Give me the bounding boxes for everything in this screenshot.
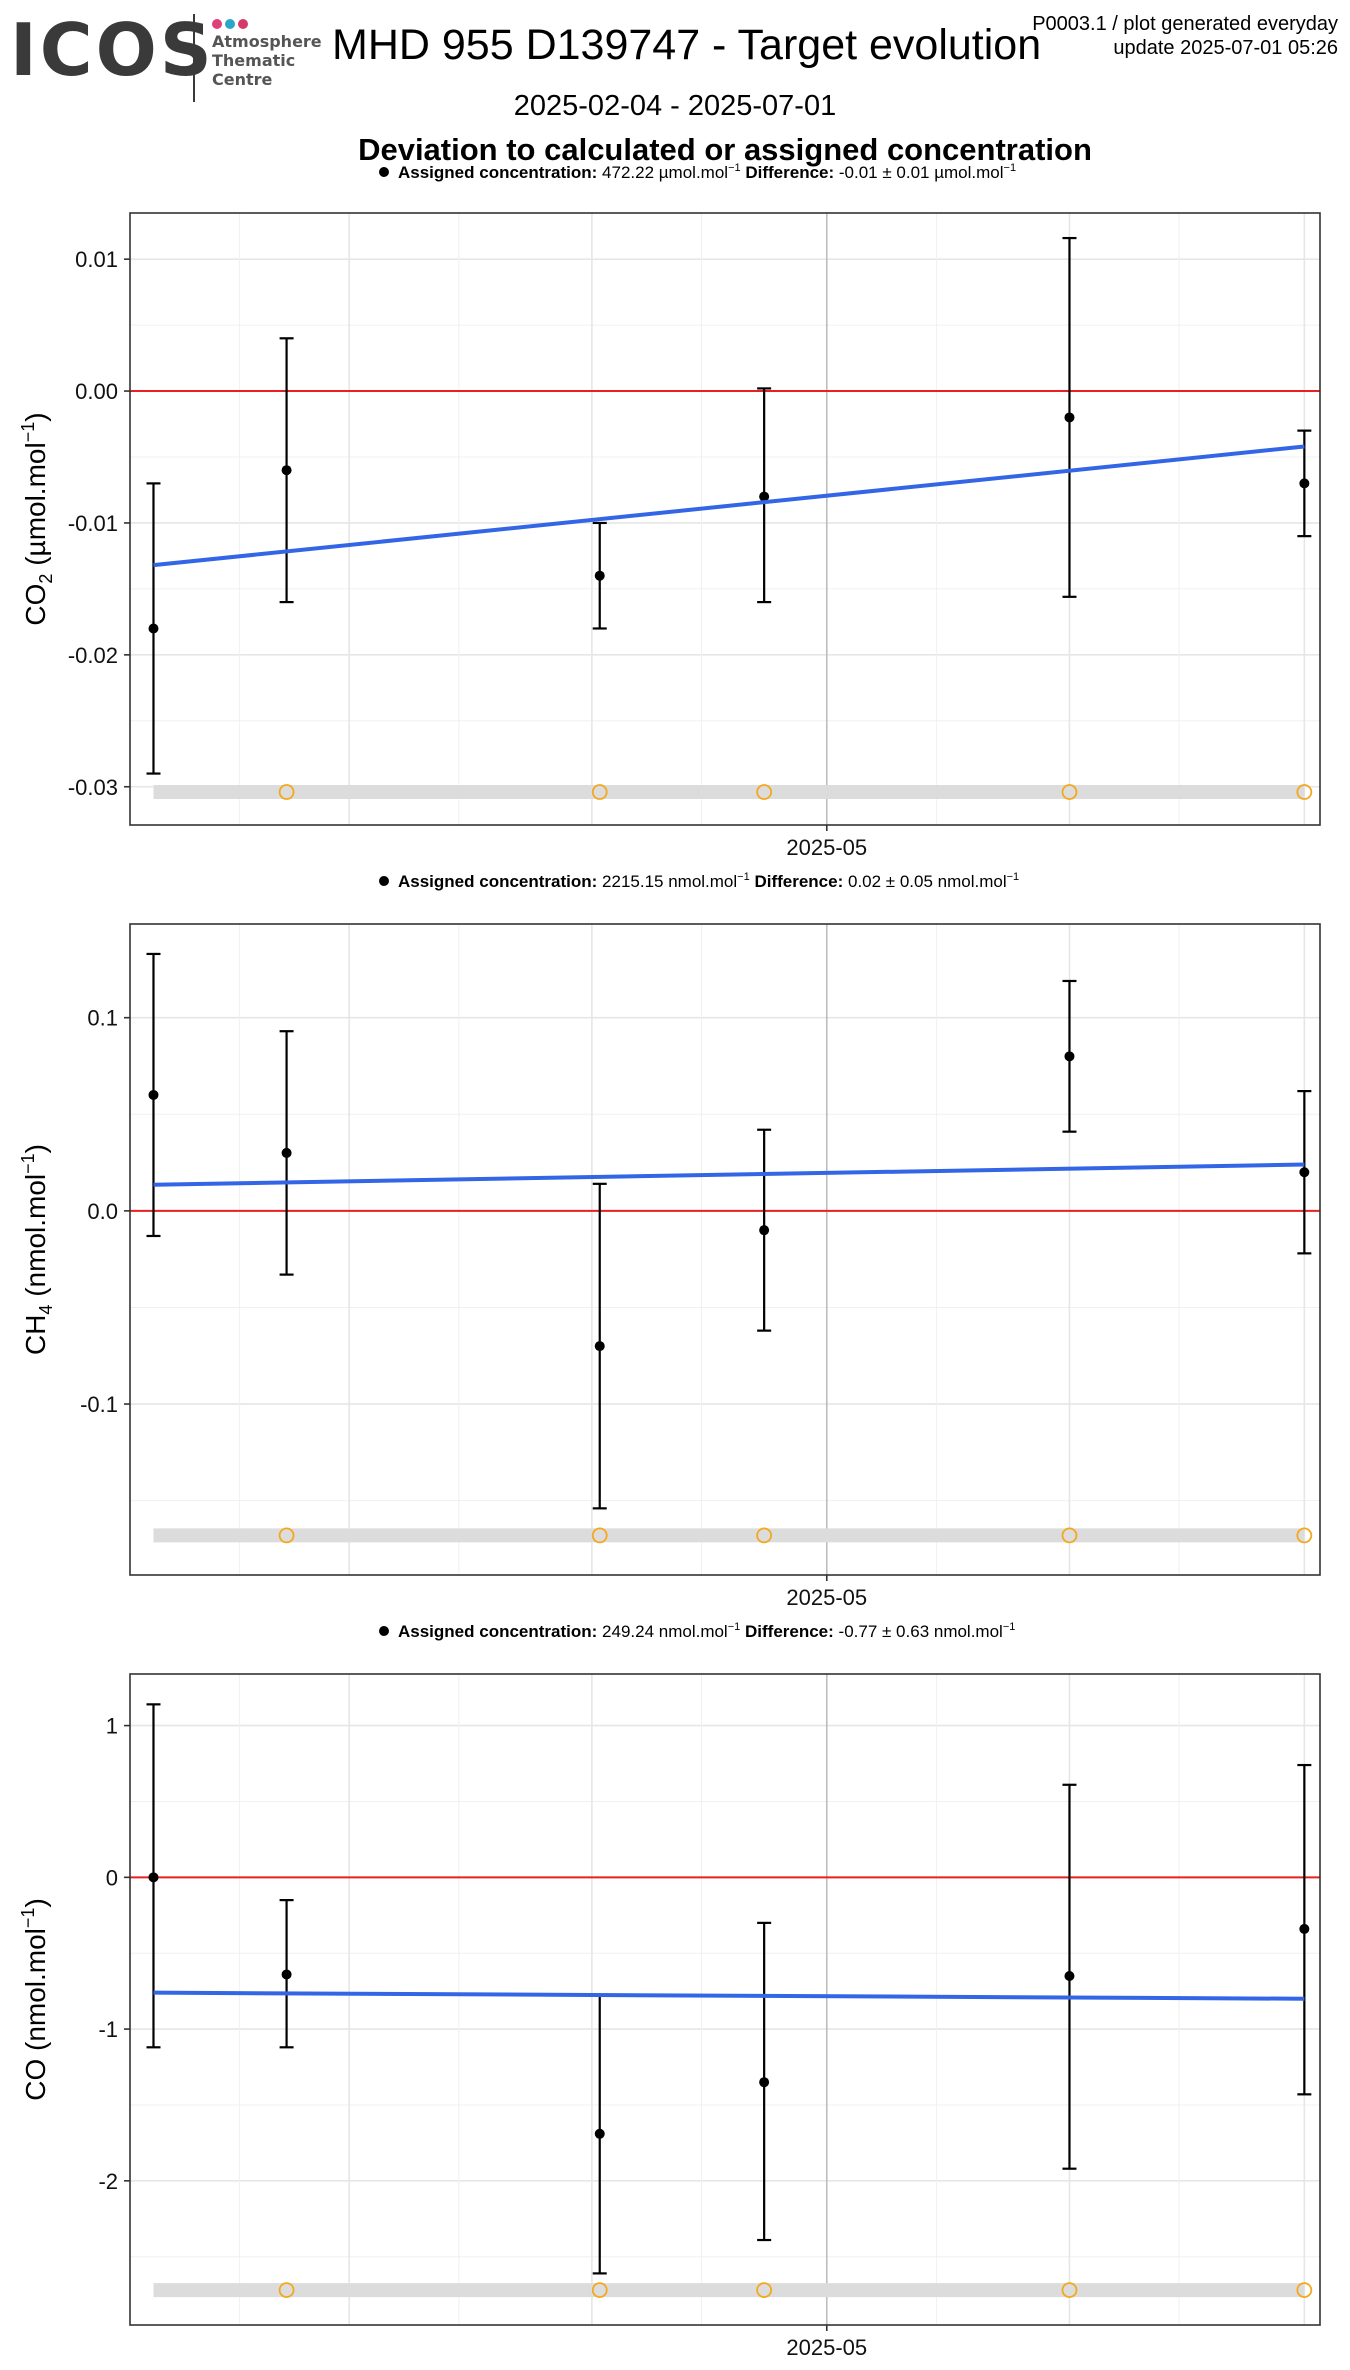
trend-line — [153, 1162, 1305, 1187]
flag-marker — [756, 784, 773, 800]
logo-subtitle-line: Thematic — [212, 51, 296, 70]
flag-marker — [1061, 1527, 1078, 1544]
panel-border — [129, 1673, 1321, 2326]
chart-panel-co2: Assigned concentration: 472.22 µmol.mol−… — [18, 162, 1321, 860]
flag-marker — [756, 2282, 773, 2298]
y-tick-label: -2 — [98, 2169, 118, 2194]
logo-subtitle: Atmosphere Thematic Centre — [212, 32, 322, 89]
date-range: 2025-02-04 - 2025-07-01 — [513, 90, 837, 122]
trend-line — [153, 444, 1305, 568]
data-point — [148, 623, 159, 634]
flag-marker — [591, 1527, 608, 1544]
y-tick-label: 1 — [106, 1714, 118, 1739]
data-point — [594, 570, 605, 581]
data-point — [1299, 1167, 1310, 1178]
flag-marker — [1296, 2282, 1313, 2298]
y-tick-label: 0.00 — [75, 379, 118, 404]
legend-text: Assigned concentration: 249.24 nmol.mol−… — [398, 1621, 1015, 1641]
y-tick-label: 0.1 — [87, 1006, 118, 1031]
logo-dots-icon — [212, 16, 251, 34]
data-point — [594, 1341, 605, 1352]
legend-point-marker — [379, 1626, 389, 1636]
logo-dot — [225, 19, 235, 29]
flag-marker — [278, 784, 295, 800]
x-tick-label: 2025-05 — [786, 1585, 867, 1610]
flag-marker — [1296, 1527, 1313, 1544]
flag-marker — [756, 1527, 773, 1544]
data-point — [759, 2077, 770, 2088]
data-point — [1299, 1923, 1310, 1934]
data-point — [148, 1089, 159, 1100]
y-tick-label: 0.01 — [75, 247, 118, 272]
x-tick-label: 2025-05 — [786, 835, 867, 860]
panel-border — [129, 212, 1321, 826]
y-axis-title: CH4 (nmol.mol−1) — [18, 1144, 56, 1355]
flag-marker — [278, 1527, 295, 1544]
flag-marker — [1061, 784, 1078, 800]
plot-header: ICOS Atmosphere Thematic Centre MHD 955 … — [0, 0, 1350, 210]
data-point — [1064, 1051, 1075, 1062]
y-tick-label: -0.03 — [68, 775, 118, 800]
chart-panel-ch4: Assigned concentration: 2215.15 nmol.mol… — [18, 871, 1321, 1610]
logo-divider — [193, 14, 195, 102]
y-tick-label: -1 — [98, 2017, 118, 2042]
flag-marker — [278, 2282, 295, 2298]
logo-subtitle-line: Atmosphere — [212, 32, 322, 51]
logo-dot — [238, 19, 248, 29]
trend-line — [153, 1990, 1305, 2001]
y-tick-label: 0.0 — [87, 1199, 118, 1224]
legend-point-marker — [379, 876, 389, 886]
y-axis-title: CO (nmol.mol−1) — [18, 1898, 51, 2101]
plot-meta: P0003.1 / plot generated everyday update… — [1032, 12, 1338, 60]
data-point — [281, 1969, 292, 1980]
icos-logo: ICOS — [10, 8, 215, 92]
flag-marker — [1296, 784, 1313, 800]
data-point — [1299, 478, 1310, 489]
flag-marker — [1061, 2282, 1078, 2298]
data-point — [148, 1872, 159, 1883]
data-point — [594, 2128, 605, 2139]
legend-text: Assigned concentration: 472.22 µmol.mol−… — [398, 162, 1016, 182]
data-point — [281, 465, 292, 476]
data-point — [1064, 412, 1075, 423]
x-tick-label: 2025-05 — [786, 2335, 867, 2360]
logo-subtitle-line: Centre — [212, 70, 273, 89]
data-point — [759, 491, 770, 502]
legend-text: Assigned concentration: 2215.15 nmol.mol… — [398, 871, 1019, 891]
data-point — [1064, 1970, 1075, 1981]
meta-generated: P0003.1 / plot generated everyday — [1032, 13, 1338, 35]
data-point — [759, 1225, 770, 1236]
y-tick-label: 0 — [106, 1865, 118, 1890]
flag-marker — [591, 2282, 608, 2298]
panel-border — [129, 923, 1321, 1576]
flag-marker — [591, 784, 608, 800]
y-tick-label: -0.02 — [68, 643, 118, 668]
y-axis-title: CO2 (µmol.mol−1) — [18, 412, 56, 625]
legend-point-marker — [379, 167, 389, 177]
meta-update: update 2025-07-01 05:26 — [1113, 37, 1338, 59]
page-title: MHD 955 D139747 - Target evolution — [332, 21, 1042, 69]
chart-panel-co: Assigned concentration: 249.24 nmol.mol−… — [18, 1621, 1321, 2360]
y-tick-label: -0.01 — [68, 511, 118, 536]
y-tick-label: -0.1 — [80, 1392, 118, 1417]
data-point — [281, 1147, 292, 1158]
logo-dot — [212, 19, 222, 29]
chart-subtitle: Deviation to calculated or assigned conc… — [358, 132, 1092, 167]
